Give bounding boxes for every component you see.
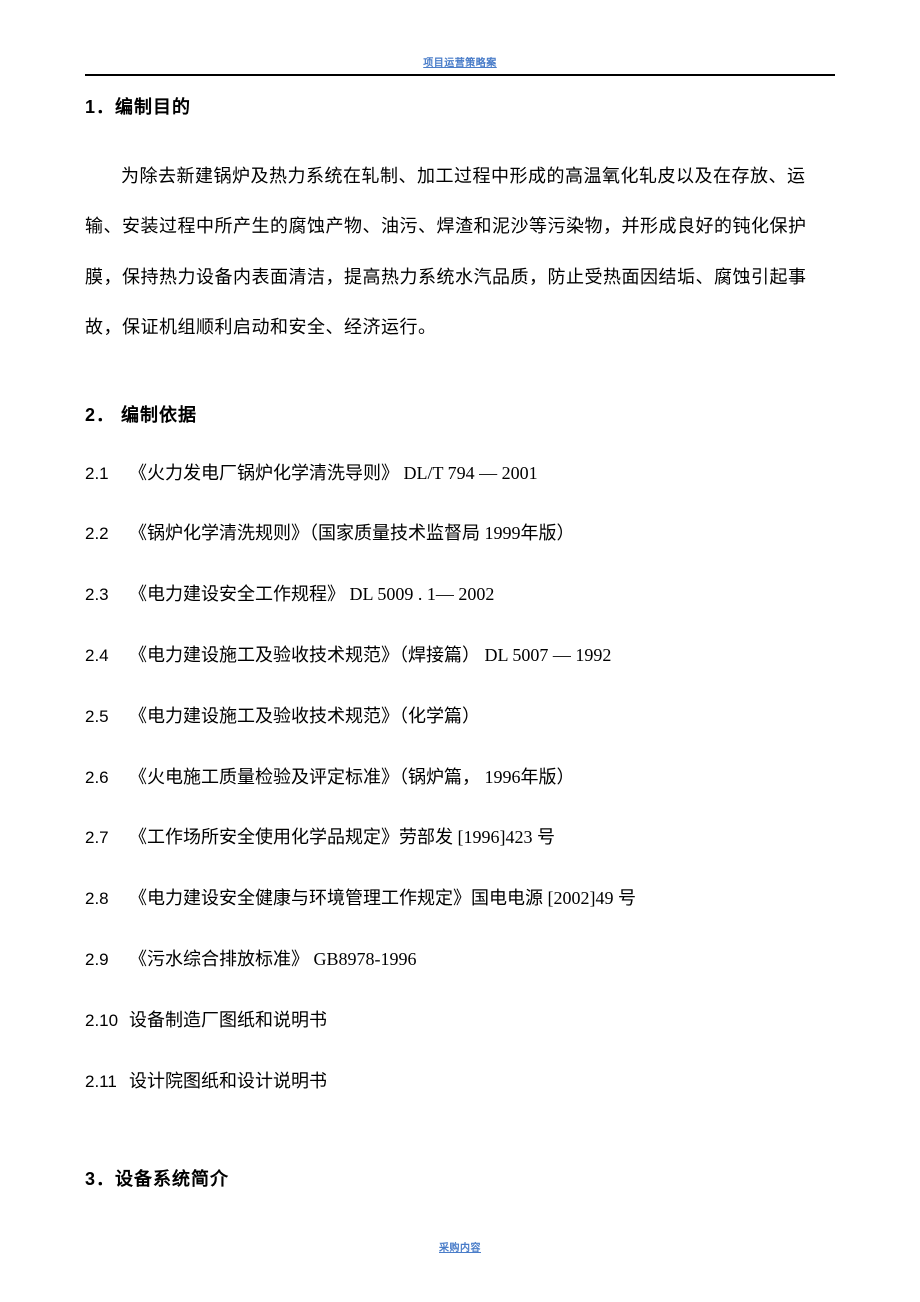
section-3-heading: 3．设备系统简介 — [85, 1165, 835, 1191]
item-text: 设计院图纸和设计说明书 — [129, 1067, 327, 1096]
item-number: 2.9 — [85, 950, 129, 970]
item-number: 2.10 — [85, 1011, 129, 1031]
section-1-heading: 1．编制目的 — [85, 93, 835, 119]
list-item: 2.4 《电力建设施工及验收技术规范》（焊接篇） DL 5007 — 1992 — [85, 641, 835, 670]
item-number: 2.8 — [85, 889, 129, 909]
item-number: 2.7 — [85, 828, 129, 848]
item-text: 《污水综合排放标准》 GB8978-1996 — [129, 945, 417, 974]
item-text: 《火电施工质量检验及评定标准》（锅炉篇， 1996年版） — [129, 763, 575, 792]
list-item: 2.10 设备制造厂图纸和说明书 — [85, 1006, 835, 1035]
reference-list: 2.1 《火力发电厂锅炉化学清洗导则》 DL/T 794 — 2001 2.2 … — [85, 459, 835, 1096]
list-item: 2.9 《污水综合排放标准》 GB8978-1996 — [85, 945, 835, 974]
item-text: 《电力建设安全工作规程》 DL 5009 . 1— 2002 — [129, 580, 494, 609]
section-1-paragraph: 为除去新建锅炉及热力系统在轧制、加工过程中形成的高温氧化轧皮以及在存放、运输、安… — [85, 151, 835, 353]
item-text: 《锅炉化学清洗规则》（国家质量技术监督局 1999年版） — [129, 519, 575, 548]
list-item: 2.5 《电力建设施工及验收技术规范》（化学篇） — [85, 702, 835, 731]
list-item: 2.1 《火力发电厂锅炉化学清洗导则》 DL/T 794 — 2001 — [85, 459, 835, 488]
list-item: 2.11 设计院图纸和设计说明书 — [85, 1067, 835, 1096]
item-number: 2.11 — [85, 1072, 129, 1092]
item-number: 2.4 — [85, 646, 129, 666]
item-text: 《工作场所安全使用化学品规定》劳部发 [1996]423 号 — [129, 823, 555, 852]
item-text: 设备制造厂图纸和说明书 — [129, 1006, 327, 1035]
list-item: 2.8 《电力建设安全健康与环境管理工作规定》国电电源 [2002]49 号 — [85, 884, 835, 913]
item-text: 《电力建设施工及验收技术规范》（焊接篇） DL 5007 — 1992 — [129, 641, 611, 670]
header-rule — [85, 74, 835, 76]
item-number: 2.3 — [85, 585, 129, 605]
item-text: 《电力建设施工及验收技术规范》（化学篇） — [129, 702, 480, 731]
section-2-heading: 2． 编制依据 — [85, 401, 835, 427]
item-number: 2.5 — [85, 707, 129, 727]
item-number: 2.6 — [85, 768, 129, 788]
list-item: 2.3 《电力建设安全工作规程》 DL 5009 . 1— 2002 — [85, 580, 835, 609]
list-item: 2.7 《工作场所安全使用化学品规定》劳部发 [1996]423 号 — [85, 823, 835, 852]
section-spacer — [85, 1127, 835, 1165]
item-number: 2.1 — [85, 464, 129, 484]
header-watermark: 项目运营策略案 — [423, 54, 497, 69]
footer-watermark: 采购内容 — [439, 1239, 481, 1254]
list-item: 2.2 《锅炉化学清洗规则》（国家质量技术监督局 1999年版） — [85, 519, 835, 548]
list-item: 2.6 《火电施工质量检验及评定标准》（锅炉篇， 1996年版） — [85, 763, 835, 792]
item-text: 《火力发电厂锅炉化学清洗导则》 DL/T 794 — 2001 — [129, 459, 538, 488]
item-text: 《电力建设安全健康与环境管理工作规定》国电电源 [2002]49 号 — [129, 884, 636, 913]
item-number: 2.2 — [85, 524, 129, 544]
document-body: 1．编制目的 为除去新建锅炉及热力系统在轧制、加工过程中形成的高温氧化轧皮以及在… — [85, 93, 835, 1191]
